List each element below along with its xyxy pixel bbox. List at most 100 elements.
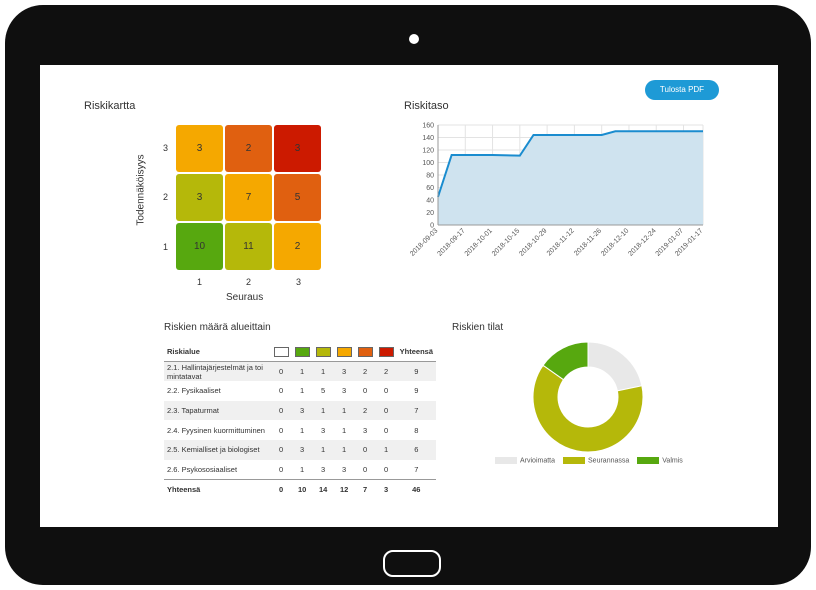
row-count: 3 <box>363 425 368 435</box>
camera-dot <box>409 34 419 44</box>
sum-count: 0 <box>270 478 292 499</box>
table-row[interactable]: 2.1. Hallintajärjestelmät ja toi mintata… <box>164 361 436 382</box>
legend-item[interactable]: Seurannassa <box>563 457 629 464</box>
row-count: 3 <box>291 439 313 460</box>
risk-cell[interactable]: 3 <box>274 125 321 172</box>
row-count: 0 <box>279 425 284 435</box>
risk-cell[interactable]: 5 <box>274 174 321 221</box>
row-count: 0 <box>270 439 292 460</box>
row-count: 0 <box>270 400 292 421</box>
col-header-swatch <box>354 342 376 363</box>
row-count: 1 <box>312 439 334 460</box>
row-count: 3 <box>291 400 313 421</box>
row-count: 0 <box>270 361 292 382</box>
sum-label: Yhteensä <box>164 478 271 499</box>
risk-map-y-tick: 3 <box>163 143 169 153</box>
x-tick-label: 2018-12-24 <box>627 227 657 257</box>
row-count: 1 <box>342 425 347 435</box>
donut-slice[interactable] <box>542 342 589 381</box>
row-total: 6 <box>396 439 436 460</box>
risk-map-x-label: Seuraus <box>226 292 264 303</box>
donut-slice[interactable] <box>587 342 643 392</box>
row-total: 9 <box>396 361 436 382</box>
row-area-name: 2.1. Hallintajärjestelmät ja toi mintata… <box>164 361 271 382</box>
x-tick-label: 2018-10-15 <box>491 227 521 257</box>
risk-level-chart: 0 20 40 60 80 100 120 140 160 2018-09-032018-09-1… <box>409 123 704 258</box>
color-swatch <box>336 346 352 357</box>
sum-count: 10 <box>291 478 313 499</box>
risk-status-title: Riskien tilat <box>452 322 504 333</box>
risk-map-title: Riskikartta <box>84 100 136 112</box>
table-row[interactable]: 2.6. Psykososiaaliset 0 1 3 3 0 0 7 <box>164 460 436 480</box>
row-total: 9 <box>414 386 419 396</box>
sum-count: 3 <box>375 478 397 499</box>
row-count: 2 <box>354 400 376 421</box>
col-header-area: Riskialue <box>164 342 271 363</box>
dashboard-screen: Tulosta PDF Riskikartta 3 2 3 3 7 5 10 11 2 Tode… <box>40 65 778 527</box>
table-row[interactable]: 2.3. Tapaturmat 0 3 1 1 2 0 7 <box>164 400 436 421</box>
y-tick-label: 60 <box>426 185 434 192</box>
row-count: 1 <box>300 425 305 435</box>
row-count: 1 <box>333 439 355 460</box>
risk-map-y-tick: 1 <box>163 242 169 252</box>
risk-cell[interactable]: 11 <box>225 223 272 270</box>
col-header-swatch <box>270 342 292 363</box>
sum-count: 12 <box>333 478 355 499</box>
legend-item[interactable]: Valmis <box>637 457 683 464</box>
x-tick-label: 2018-09-17 <box>436 227 466 257</box>
row-count: 5 <box>321 386 326 396</box>
sum-count: 7 <box>354 478 376 499</box>
row-count: 3 <box>333 361 355 382</box>
color-swatch <box>357 346 373 357</box>
x-tick-label: 2018-09-03 <box>409 227 439 257</box>
table-sum-row: Yhteensä 0 10 14 12 7 3 46 <box>164 478 436 499</box>
row-area-name: 2.2. Fysikaaliset <box>167 386 221 396</box>
sum-total: 46 <box>396 478 436 499</box>
row-count: 0 <box>384 464 389 474</box>
row-count: 0 <box>375 400 397 421</box>
row-area-name: 2.3. Tapaturmat <box>164 400 271 421</box>
row-count: 3 <box>321 425 326 435</box>
color-swatch <box>378 346 394 357</box>
row-area-name: 2.4. Fyysinen kuormittuminen <box>167 425 265 435</box>
row-count: 1 <box>300 386 305 396</box>
risk-map-x-tick: 1 <box>197 277 203 287</box>
risk-cell[interactable]: 7 <box>225 174 272 221</box>
y-tick-label: 0 <box>430 223 434 230</box>
donut-slice[interactable] <box>532 364 644 452</box>
y-tick-label: 140 <box>422 135 434 142</box>
risk-map-y-tick: 2 <box>163 192 169 202</box>
row-count: 2 <box>375 361 397 382</box>
risk-cell[interactable]: 3 <box>176 174 223 221</box>
risk-level-area <box>438 131 703 225</box>
table-row[interactable]: 2.4. Fyysinen kuormittuminen 0 1 3 1 3 0 8 <box>164 420 436 440</box>
color-swatch <box>315 346 331 357</box>
col-header-swatch <box>291 342 313 363</box>
legend-item[interactable]: Arvioimatta <box>495 457 555 464</box>
x-tick-label: 2018-10-01 <box>464 227 494 257</box>
risk-cell[interactable]: 10 <box>176 223 223 270</box>
row-count: 0 <box>279 464 284 474</box>
row-count: 1 <box>291 361 313 382</box>
row-count: 0 <box>354 439 376 460</box>
table-row[interactable]: 2.2. Fysikaaliset 0 1 5 3 0 0 9 <box>164 381 436 401</box>
row-count: 0 <box>279 386 284 396</box>
risk-cell[interactable]: 3 <box>176 125 223 172</box>
home-button[interactable] <box>383 550 441 577</box>
table-header-row: Riskialue Yhteensä <box>164 342 436 363</box>
risk-map-y-label: Todennäköisyys <box>135 154 147 226</box>
row-count: 0 <box>363 464 368 474</box>
legend-color-box <box>563 457 586 464</box>
col-header-swatch <box>375 342 397 363</box>
col-header-total: Yhteensä <box>396 342 436 363</box>
risk-cell[interactable]: 2 <box>225 125 272 172</box>
risk-cell[interactable]: 2 <box>274 223 321 270</box>
risk-table: Riskialue Yhteensä 2.1. Hallintajärjeste… <box>164 342 436 499</box>
row-count: 1 <box>300 464 305 474</box>
x-tick-label: 2018-11-12 <box>546 227 576 257</box>
risk-map-x-tick: 2 <box>246 277 252 287</box>
row-count: 1 <box>312 400 334 421</box>
table-row[interactable]: 2.5. Kemialliset ja biologiset 0 3 1 1 0 1 6 <box>164 439 436 460</box>
col-header-swatch <box>312 342 334 363</box>
print-pdf-button[interactable]: Tulosta PDF <box>645 80 719 100</box>
